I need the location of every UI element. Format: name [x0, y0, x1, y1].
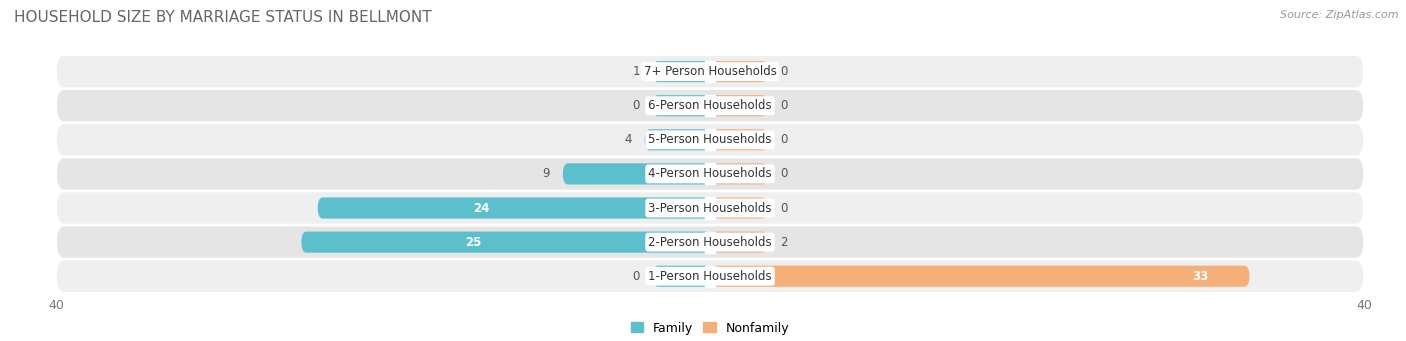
Legend: Family, Nonfamily: Family, Nonfamily — [626, 316, 794, 340]
Text: 0: 0 — [633, 270, 640, 283]
FancyBboxPatch shape — [710, 266, 1250, 287]
Text: 5-Person Households: 5-Person Households — [648, 133, 772, 146]
Text: 33: 33 — [1192, 270, 1209, 283]
FancyBboxPatch shape — [56, 89, 1364, 122]
Text: 9: 9 — [543, 167, 550, 180]
FancyBboxPatch shape — [710, 232, 768, 253]
FancyBboxPatch shape — [56, 158, 1364, 190]
Text: 2-Person Households: 2-Person Households — [648, 236, 772, 249]
Text: Source: ZipAtlas.com: Source: ZipAtlas.com — [1281, 10, 1399, 20]
FancyBboxPatch shape — [710, 197, 768, 219]
Text: 0: 0 — [633, 99, 640, 112]
FancyBboxPatch shape — [56, 123, 1364, 156]
FancyBboxPatch shape — [318, 197, 710, 219]
Text: 0: 0 — [780, 167, 787, 180]
FancyBboxPatch shape — [652, 61, 710, 82]
FancyBboxPatch shape — [710, 129, 768, 150]
Text: 4-Person Households: 4-Person Households — [648, 167, 772, 180]
FancyBboxPatch shape — [56, 226, 1364, 258]
FancyBboxPatch shape — [644, 129, 710, 150]
FancyBboxPatch shape — [710, 61, 768, 82]
FancyBboxPatch shape — [652, 266, 710, 287]
FancyBboxPatch shape — [56, 260, 1364, 293]
Text: 4: 4 — [624, 133, 631, 146]
Text: 1-Person Households: 1-Person Households — [648, 270, 772, 283]
Text: 6-Person Households: 6-Person Households — [648, 99, 772, 112]
FancyBboxPatch shape — [56, 55, 1364, 88]
Text: HOUSEHOLD SIZE BY MARRIAGE STATUS IN BELLMONT: HOUSEHOLD SIZE BY MARRIAGE STATUS IN BEL… — [14, 10, 432, 25]
Text: 0: 0 — [780, 65, 787, 78]
FancyBboxPatch shape — [710, 95, 768, 116]
FancyBboxPatch shape — [301, 232, 710, 253]
FancyBboxPatch shape — [710, 163, 768, 184]
Text: 0: 0 — [780, 99, 787, 112]
Text: 1: 1 — [633, 65, 640, 78]
FancyBboxPatch shape — [56, 192, 1364, 224]
Text: 0: 0 — [780, 133, 787, 146]
Text: 7+ Person Households: 7+ Person Households — [644, 65, 776, 78]
Text: 2: 2 — [780, 236, 787, 249]
FancyBboxPatch shape — [562, 163, 710, 184]
FancyBboxPatch shape — [652, 95, 710, 116]
Text: 3-Person Households: 3-Person Households — [648, 202, 772, 214]
Text: 0: 0 — [780, 202, 787, 214]
Text: 25: 25 — [465, 236, 481, 249]
Text: 24: 24 — [472, 202, 489, 214]
